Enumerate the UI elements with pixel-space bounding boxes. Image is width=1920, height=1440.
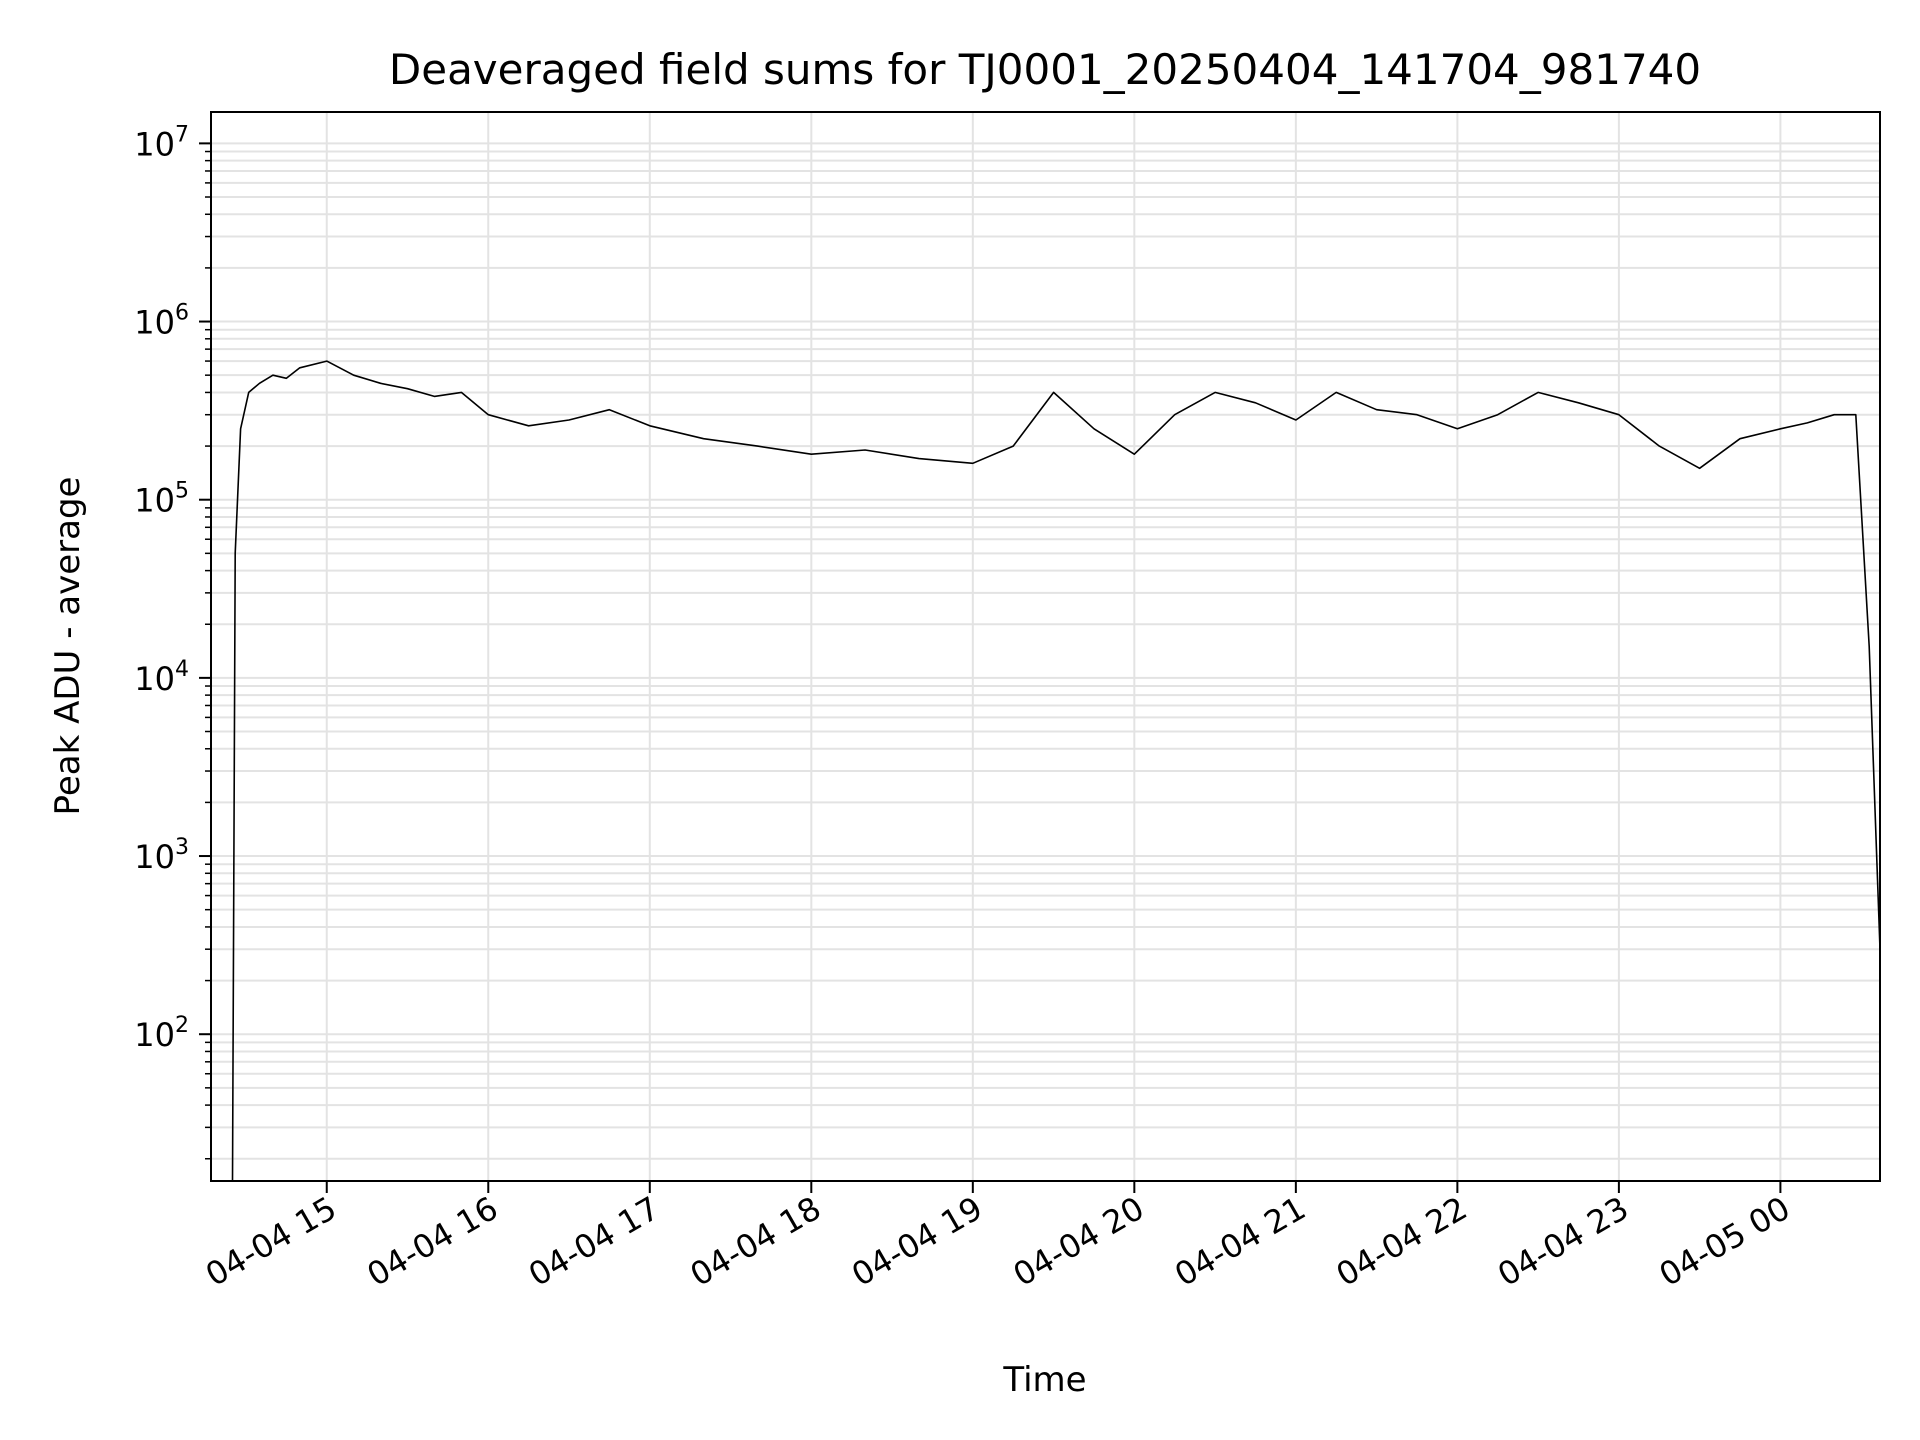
y-tick-exponent: 4 xyxy=(175,657,189,682)
y-tick-label: 107 xyxy=(134,122,189,163)
y-tick-exponent: 3 xyxy=(175,835,189,860)
series-line xyxy=(231,360,1881,1182)
y-tick-label: 102 xyxy=(134,1013,189,1054)
y-tick-label: 106 xyxy=(134,301,189,342)
grid xyxy=(211,112,1880,1181)
x-axis-title: Time xyxy=(1002,1360,1086,1400)
plot-area xyxy=(231,360,1881,1182)
y-tick-base: 10 xyxy=(134,304,175,342)
y-tick-base: 10 xyxy=(134,1016,175,1054)
y-tick-exponent: 7 xyxy=(175,122,189,147)
plot-frame xyxy=(210,111,1881,1182)
chart-title: Deaveraged field sums for TJ0001_2025040… xyxy=(389,45,1701,94)
y-tick-base: 10 xyxy=(134,125,175,163)
y-tick-label: 105 xyxy=(134,479,189,520)
y-tick-base: 10 xyxy=(134,482,175,520)
y-axis-title: Peak ADU - average xyxy=(48,477,88,816)
y-tick-exponent: 2 xyxy=(175,1013,189,1038)
y-tick-base: 10 xyxy=(134,660,175,698)
y-tick-label: 104 xyxy=(134,657,189,698)
y-tick-label: 103 xyxy=(134,835,189,876)
y-tick-base: 10 xyxy=(134,838,175,876)
y-tick-exponent: 6 xyxy=(175,301,189,326)
y-tick-exponent: 5 xyxy=(175,479,189,504)
